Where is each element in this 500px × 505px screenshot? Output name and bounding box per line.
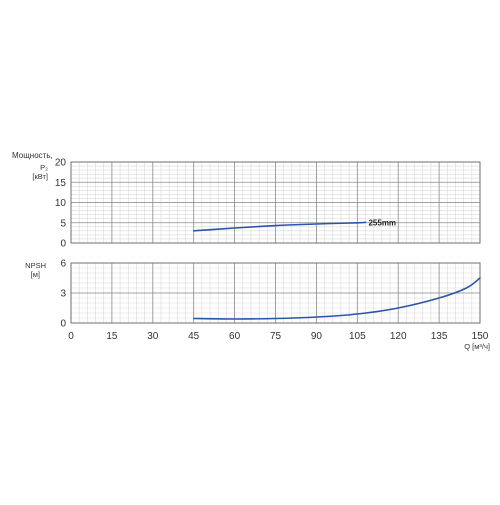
- power-ytick-label: 20: [55, 158, 67, 169]
- power-panel: 20 15 10 5 0 Мощность, P₂[кВт] 255mm: [12, 151, 481, 250]
- x-tick-label: 30: [147, 331, 159, 342]
- power-series-line-0: [192, 221, 367, 232]
- power-frame: [70, 161, 481, 244]
- power-ytick-label: 15: [55, 178, 67, 189]
- x-axis-label: Q [м³/ч]: [464, 342, 490, 351]
- npsh-ylabel-unit: [м]: [31, 270, 40, 279]
- npsh-ytick-label: 0: [60, 319, 66, 330]
- x-tick-label: 45: [188, 331, 200, 342]
- npsh-series-line-0: [192, 277, 481, 320]
- npsh-ylabel-title: NPSH: [25, 261, 46, 270]
- power-series-label-0: 255mm: [368, 218, 396, 227]
- power-ytick-label: 10: [55, 198, 67, 209]
- power-ylabel-title: Мощность,: [12, 151, 53, 160]
- x-tick-label: 120: [390, 331, 407, 342]
- power-ylabel-symbol: P₂: [40, 163, 48, 172]
- npsh-frame: [70, 262, 481, 324]
- x-tick-label: 60: [229, 331, 241, 342]
- x-tick-label: 0: [68, 331, 74, 342]
- x-tick-label: 90: [311, 331, 323, 342]
- power-ytick-label: 0: [60, 239, 66, 250]
- power-ylabel-unit: [кВт]: [32, 172, 48, 181]
- npsh-ytick-label: 6: [60, 259, 66, 270]
- npsh-ytick-label: 3: [60, 289, 66, 300]
- x-tick-label: 15: [106, 331, 118, 342]
- x-tick-label: 135: [431, 331, 448, 342]
- x-tick-label: 150: [472, 331, 489, 342]
- npsh-panel: 6 3 0 NPSH[м]: [25, 259, 481, 330]
- x-tick-label: 75: [270, 331, 282, 342]
- x-tick-label: 105: [349, 331, 366, 342]
- power-ytick-label: 5: [60, 218, 66, 229]
